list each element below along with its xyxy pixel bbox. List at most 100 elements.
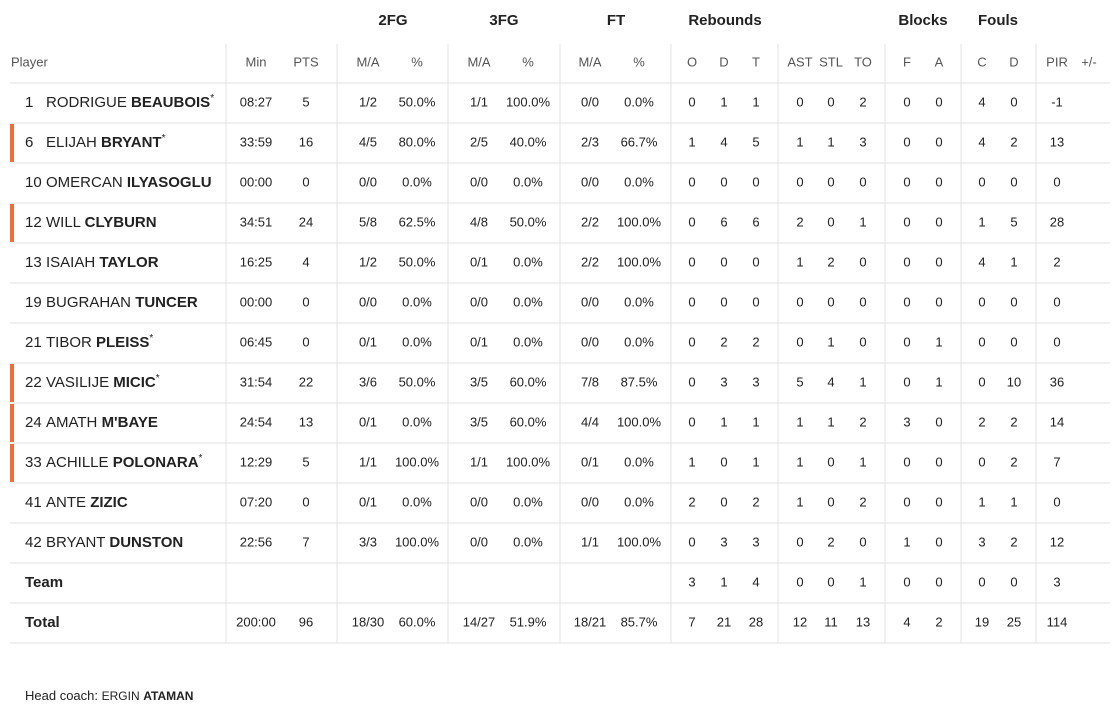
stat-cell: 1 — [859, 374, 866, 389]
player-name: TIBOR PLEISS* — [46, 333, 153, 351]
stat-cell: 2/5 — [470, 134, 488, 149]
stat-cell: 2 — [720, 334, 727, 349]
stat-cell: 100.0% — [617, 534, 662, 549]
stat-cell: 96 — [299, 614, 313, 629]
stat-cell: 1 — [935, 374, 942, 389]
row-marker — [10, 124, 14, 162]
stat-cell: 51.9% — [510, 614, 547, 629]
first-name: AMATH — [46, 414, 97, 431]
stat-cell: 13 — [1050, 134, 1064, 149]
stat-cell: 0 — [720, 294, 727, 309]
first-name: ELIJAH — [46, 134, 97, 151]
last-name: TAYLOR — [99, 254, 158, 271]
stat-cell: 1 — [720, 574, 727, 589]
player-name: VASILIJE MICIC* — [46, 373, 160, 391]
stat-cell: 4 — [752, 574, 759, 589]
stat-cell: 0 — [1010, 334, 1017, 349]
column-header: A — [935, 54, 944, 69]
player-name: BUGRAHAN TUNCER — [46, 294, 198, 311]
stat-cell: 0.0% — [513, 534, 543, 549]
last-name: ZIZIC — [90, 494, 128, 511]
stat-cell: 1 — [827, 414, 834, 429]
stat-cell: 0 — [935, 174, 942, 189]
stat-cell: 1 — [688, 454, 695, 469]
stat-cell: 80.0% — [399, 134, 436, 149]
row-marker — [10, 444, 14, 482]
stat-cell: 3 — [720, 374, 727, 389]
column-header: D — [719, 54, 728, 69]
stat-cell: 1 — [903, 534, 910, 549]
stat-cell: 0 — [796, 294, 803, 309]
stat-cell: 114 — [1047, 614, 1068, 629]
stat-cell: 0 — [935, 134, 942, 149]
stat-cell: 0 — [978, 574, 985, 589]
stat-cell: 08:27 — [240, 94, 273, 109]
player-number: 1 — [25, 94, 33, 111]
stat-cell: 0 — [978, 294, 985, 309]
stat-cell: 0.0% — [624, 334, 654, 349]
stat-cell: 0.0% — [624, 454, 654, 469]
stat-cell: 0 — [827, 214, 834, 229]
stat-cell: 200:00 — [236, 614, 276, 629]
stat-cell: 28 — [749, 614, 763, 629]
stat-cell: 33:59 — [240, 134, 273, 149]
stat-cell: 0 — [688, 534, 695, 549]
player-number: 22 — [25, 374, 42, 391]
stat-cell: 25 — [1007, 614, 1021, 629]
stat-cell: 12 — [1050, 534, 1064, 549]
stat-cell: 1/1 — [359, 454, 377, 469]
stat-cell: 0 — [720, 174, 727, 189]
stat-cell: 3 — [720, 534, 727, 549]
stat-cell: 0.0% — [624, 94, 654, 109]
first-name: RODRIGUE — [46, 94, 127, 111]
stat-cell: 0 — [688, 214, 695, 229]
column-header: % — [411, 54, 423, 69]
player-number: 42 — [25, 534, 42, 551]
stat-cell: 0.0% — [513, 254, 543, 269]
stat-cell: 0 — [827, 94, 834, 109]
stat-cell: 2 — [1010, 414, 1017, 429]
stat-cell: 0 — [720, 494, 727, 509]
stat-cell: 2 — [1010, 454, 1017, 469]
stat-cell: 0 — [302, 294, 309, 309]
column-header: PIR — [1046, 54, 1068, 69]
stat-cell: 0 — [935, 294, 942, 309]
stat-cell: 0 — [688, 334, 695, 349]
stat-cell: 1 — [978, 494, 985, 509]
stat-cell: 0 — [688, 174, 695, 189]
stat-cell: 0 — [720, 454, 727, 469]
column-header: +/- — [1081, 54, 1097, 69]
stat-cell: 2 — [935, 614, 942, 629]
player-name: ELIJAH BRYANT* — [46, 133, 166, 151]
stat-cell: 50.0% — [510, 214, 547, 229]
stat-cell: 0/0 — [470, 174, 488, 189]
stat-cell: 10 — [1007, 374, 1021, 389]
stat-cell: 0 — [978, 174, 985, 189]
stat-cell: 0/0 — [470, 294, 488, 309]
stat-cell: 0 — [859, 254, 866, 269]
stat-cell: 1 — [796, 414, 803, 429]
column-header: D — [1009, 54, 1018, 69]
row-marker — [10, 364, 14, 402]
column-header: F — [903, 54, 911, 69]
column-header: TO — [854, 54, 872, 69]
row-label: Team — [25, 574, 63, 591]
first-name: BRYANT — [46, 534, 105, 551]
stat-cell: 50.0% — [399, 94, 436, 109]
stat-cell: 1 — [1010, 254, 1017, 269]
head-coach: Head coach: ERGIN ATAMAN — [25, 688, 193, 703]
stat-cell: 3 — [903, 414, 910, 429]
player-name: WILL CLYBURN — [46, 214, 157, 231]
stat-cell: 0 — [827, 174, 834, 189]
stat-cell: 1/2 — [359, 254, 377, 269]
stat-cell: 0 — [1010, 94, 1017, 109]
stat-cell: 22 — [299, 374, 313, 389]
player-name: ISAIAH TAYLOR — [46, 254, 159, 271]
stat-cell: 4 — [978, 254, 985, 269]
stat-cell: 50.0% — [399, 374, 436, 389]
stat-cell: 0/1 — [359, 494, 377, 509]
stat-cell: 1 — [935, 334, 942, 349]
stat-cell: 2 — [752, 494, 759, 509]
stat-cell: 0 — [1053, 334, 1060, 349]
